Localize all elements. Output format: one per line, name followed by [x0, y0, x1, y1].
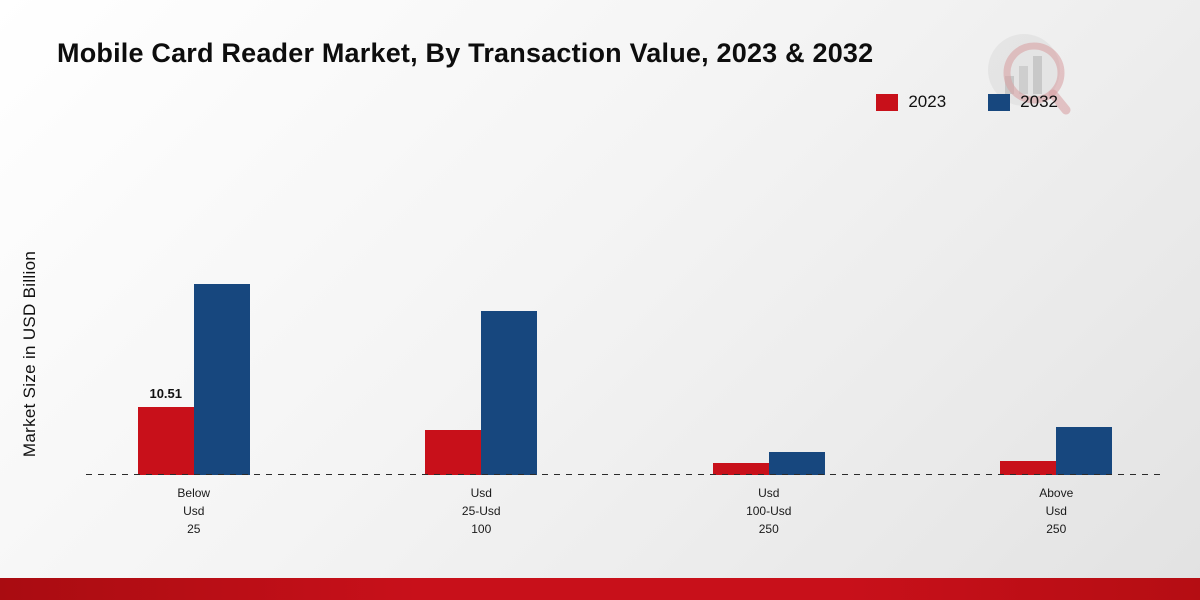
- bar-2023-3: [1000, 461, 1057, 475]
- chart-title: Mobile Card Reader Market, By Transactio…: [57, 38, 874, 68]
- bar-2023-1: [425, 430, 482, 475]
- bar-group-3: Above Usd 250: [913, 0, 1200, 600]
- category-label-1: Usd 25-Usd 100: [461, 486, 501, 536]
- legend-label-2023: 2023: [908, 92, 947, 111]
- plot-area: 10.51 Below Usd 25 Usd 25-Usd 100 Usd 100-Usd 250…: [50, 0, 1200, 600]
- bar-group-1: Usd 25-Usd 100: [338, 0, 626, 600]
- category-label-3: Above Usd 250: [1039, 486, 1074, 536]
- y-axis-label-wrap: Market Size in USD Billion: [20, 194, 40, 514]
- bar-2023-0: 10.51: [137, 386, 194, 475]
- x-axis-baseline: [86, 474, 1164, 475]
- bar-2032-1: [481, 311, 538, 475]
- legend-item-2023: 2023: [876, 92, 946, 112]
- y-axis-label: Market Size in USD Billion: [20, 250, 39, 458]
- category-label-0: Below Usd 25: [177, 486, 211, 536]
- bar-value-label: 10.51: [149, 386, 183, 401]
- bar-2023-2: [712, 463, 769, 475]
- bar-2032-2: [768, 452, 825, 475]
- legend-item-2032: 2032: [988, 92, 1058, 112]
- bar-2032-0: [193, 284, 250, 475]
- legend-swatch-2023: [876, 93, 899, 111]
- bar-2032-3: [1056, 427, 1113, 475]
- footer-accent-band: [0, 578, 1200, 600]
- bar-group-0: 10.51 Below Usd 25: [50, 0, 338, 600]
- bars-3: [913, 0, 1200, 475]
- bars-1: [338, 0, 626, 475]
- bars-0: 10.51: [50, 0, 338, 475]
- category-label-2: Usd 100-Usd 250: [746, 486, 792, 536]
- legend-label-2032: 2032: [1020, 92, 1058, 111]
- legend-swatch-2032: [988, 93, 1011, 111]
- bar-group-2: Usd 100-Usd 250: [625, 0, 913, 600]
- brand-logo-watermark: [988, 34, 1071, 115]
- legend: 2023 2032: [876, 92, 1058, 112]
- bars-2: [625, 0, 913, 475]
